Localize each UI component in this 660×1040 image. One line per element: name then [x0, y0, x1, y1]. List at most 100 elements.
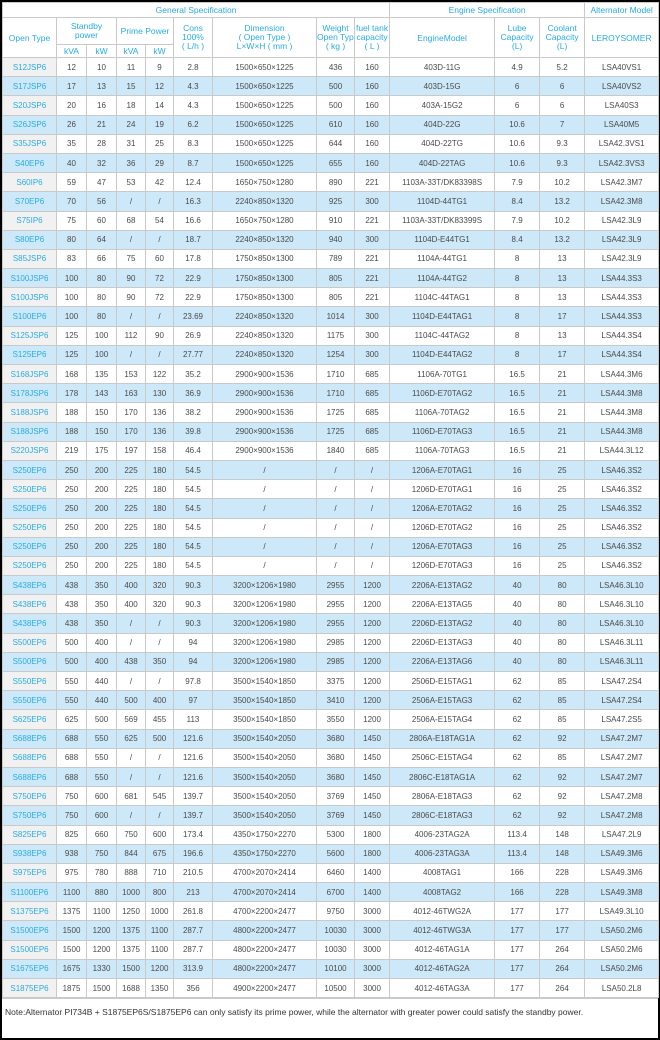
open-type-model-link[interactable]: S625EP6 — [2, 709, 57, 730]
cell-engine_model: 2506A-E15TAG4 — [389, 709, 496, 730]
open-type-model-link[interactable]: S500EP6 — [2, 651, 57, 673]
cell-cons: 121.6 — [173, 728, 213, 749]
cell-cons: 54.5 — [173, 536, 213, 557]
open-type-model-link[interactable]: S85JSP6 — [2, 248, 57, 270]
cell-coolant_capacity: 228 — [539, 862, 586, 884]
cell-alternator: LSA47.2S4 — [584, 690, 660, 711]
cell-coolant_capacity: 21 — [539, 402, 586, 423]
open-type-model-link[interactable]: S250EP6 — [2, 479, 57, 500]
cell-coolant_capacity: 92 — [539, 805, 586, 826]
open-type-model-link[interactable]: S550EP6 — [2, 690, 57, 711]
open-type-model-link[interactable]: S688EP6 — [2, 728, 57, 749]
open-type-model-link[interactable]: S188JSP6 — [2, 402, 57, 423]
open-type-model-link[interactable]: S125JSP6 — [2, 325, 57, 346]
open-type-model-link[interactable]: S12JSP6 — [2, 56, 57, 78]
cell-prime_kva: / — [116, 229, 146, 250]
open-type-model-link[interactable]: S220JSP6 — [2, 440, 57, 461]
open-type-model-link[interactable]: S168JSP6 — [2, 363, 57, 385]
cell-prime_kw: 72 — [145, 268, 174, 289]
open-type-model-link[interactable]: S20JSP6 — [2, 95, 57, 116]
cell-fuel_tank: 1450 — [353, 728, 391, 749]
cell-alternator: LSA47.2M8 — [584, 786, 660, 807]
cell-weight: 610 — [316, 114, 355, 135]
open-type-model-link[interactable]: S550EP6 — [2, 670, 57, 692]
open-type-model-link[interactable]: S100JSP6 — [2, 268, 57, 289]
cell-engine_model: 4012-46TAG2A — [389, 958, 496, 980]
cell-weight: 3410 — [316, 690, 355, 711]
cell-lube_capacity: 10.6 — [494, 133, 541, 154]
table-row: S220JSP6 219 175 197 158 46.4 2900×900×1536 184… — [2, 440, 660, 461]
table-row: S1100EP6 1100 880 1000 800 213 4700×2070×2414 6… — [2, 882, 660, 903]
cell-fuel_tank: / — [353, 536, 391, 557]
cell-standby_kva: 100 — [56, 287, 87, 308]
cell-standby_kw: 64 — [86, 229, 117, 250]
open-type-model-link[interactable]: S178JSP6 — [2, 383, 57, 404]
cell-standby_kw: 135 — [86, 363, 117, 385]
open-type-model-link[interactable]: S1100EP6 — [2, 882, 57, 903]
cell-prime_kva: / — [116, 191, 146, 212]
open-type-model-link[interactable]: S17JSP6 — [2, 76, 57, 97]
table-row: S938EP6 938 750 844 675 196.6 4350×1750×2270 56… — [2, 843, 660, 864]
cell-standby_kw: 500 — [86, 709, 117, 730]
open-type-model-link[interactable]: S100JSP6 — [2, 287, 57, 308]
open-type-model-link[interactable]: S70EP6 — [2, 191, 57, 212]
open-type-model-link[interactable]: S750EP6 — [2, 786, 57, 807]
open-type-model-link[interactable]: S35JSP6 — [2, 133, 57, 154]
open-type-model-link[interactable]: S1675EP6 — [2, 958, 57, 980]
open-type-model-link[interactable]: S188JSP6 — [2, 421, 57, 442]
cell-cons: 35.2 — [173, 363, 213, 385]
open-type-model-link[interactable]: S1875EP6 — [2, 977, 57, 999]
cell-dimension: 3200×1206×1980 — [212, 651, 317, 673]
open-type-model-link[interactable]: S125EP6 — [2, 344, 57, 366]
table-row: S188JSP6 188 150 170 136 39.8 2900×900×1536 172… — [2, 421, 660, 442]
cell-prime_kva: 153 — [116, 363, 146, 385]
open-type-model-link[interactable]: S60IP6 — [2, 172, 57, 193]
cell-cons: 121.6 — [173, 747, 213, 768]
cell-coolant_capacity: 13 — [539, 325, 586, 346]
open-type-model-link[interactable]: S688EP6 — [2, 766, 57, 788]
open-type-model-link[interactable]: S438EP6 — [2, 594, 57, 615]
open-type-model-link[interactable]: S250EP6 — [2, 498, 57, 519]
cell-coolant_capacity: 17 — [539, 306, 586, 327]
open-type-model-link[interactable]: S75IP6 — [2, 210, 57, 231]
cell-cons: 196.6 — [173, 843, 213, 864]
open-type-model-link[interactable]: S250EP6 — [2, 555, 57, 577]
open-type-model-link[interactable]: S975EP6 — [2, 862, 57, 884]
open-type-model-link[interactable]: S250EP6 — [2, 459, 57, 481]
table-row: S250EP6 250 200 225 180 54.5///1206A-E70TAG1 1… — [2, 459, 660, 481]
open-type-model-link[interactable]: S750EP6 — [2, 805, 57, 826]
cell-coolant_capacity: 80 — [539, 632, 586, 653]
cell-lube_capacity: 16 — [494, 536, 541, 557]
cell-standby_kva: 438 — [56, 613, 87, 634]
cell-prime_kva: 90 — [116, 268, 146, 289]
cell-standby_kva: 1875 — [56, 977, 87, 999]
open-type-model-link[interactable]: S250EP6 — [2, 536, 57, 557]
open-type-model-link[interactable]: S500EP6 — [2, 632, 57, 653]
footnote: Note:Alternator PI734B + S1875EP6S/S1875… — [2, 998, 658, 1039]
table-row: S750EP6 750 600//139.7 3500×1540×2050 3769 14… — [2, 805, 660, 826]
open-type-model-link[interactable]: S438EP6 — [2, 575, 57, 596]
cell-coolant_capacity: 177 — [539, 920, 586, 941]
open-type-model-link[interactable]: S825EP6 — [2, 824, 57, 845]
open-type-model-link[interactable]: S26JSP6 — [2, 114, 57, 135]
open-type-model-link[interactable]: S688EP6 — [2, 747, 57, 768]
cell-dimension: 3500×1540×2050 — [212, 786, 317, 807]
open-type-model-link[interactable]: S100EP6 — [2, 306, 57, 327]
cell-fuel_tank: / — [353, 498, 391, 519]
cell-prime_kw: 60 — [145, 248, 174, 270]
open-type-model-link[interactable]: S250EP6 — [2, 517, 57, 538]
open-type-model-link[interactable]: S1375EP6 — [2, 901, 57, 922]
cell-standby_kw: 550 — [86, 728, 117, 749]
cell-weight: 6460 — [316, 862, 355, 884]
open-type-model-link[interactable]: S40EP6 — [2, 152, 57, 174]
open-type-model-link[interactable]: S80EP6 — [2, 229, 57, 250]
standby-line-1: Standby — [70, 21, 103, 31]
open-type-model-link[interactable]: S938EP6 — [2, 843, 57, 864]
open-type-model-link[interactable]: S438EP6 — [2, 613, 57, 634]
cell-alternator: LSA50.2M6 — [584, 939, 660, 960]
cell-lube_capacity: 8 — [494, 248, 541, 270]
cell-prime_kva: / — [116, 306, 146, 327]
open-type-model-link[interactable]: S1500EP6 — [2, 939, 57, 960]
open-type-model-link[interactable]: S1500EP6 — [2, 920, 57, 941]
table-row: S625EP6 625 500 569 455 113 3500×1540×1850 3550… — [2, 709, 660, 730]
